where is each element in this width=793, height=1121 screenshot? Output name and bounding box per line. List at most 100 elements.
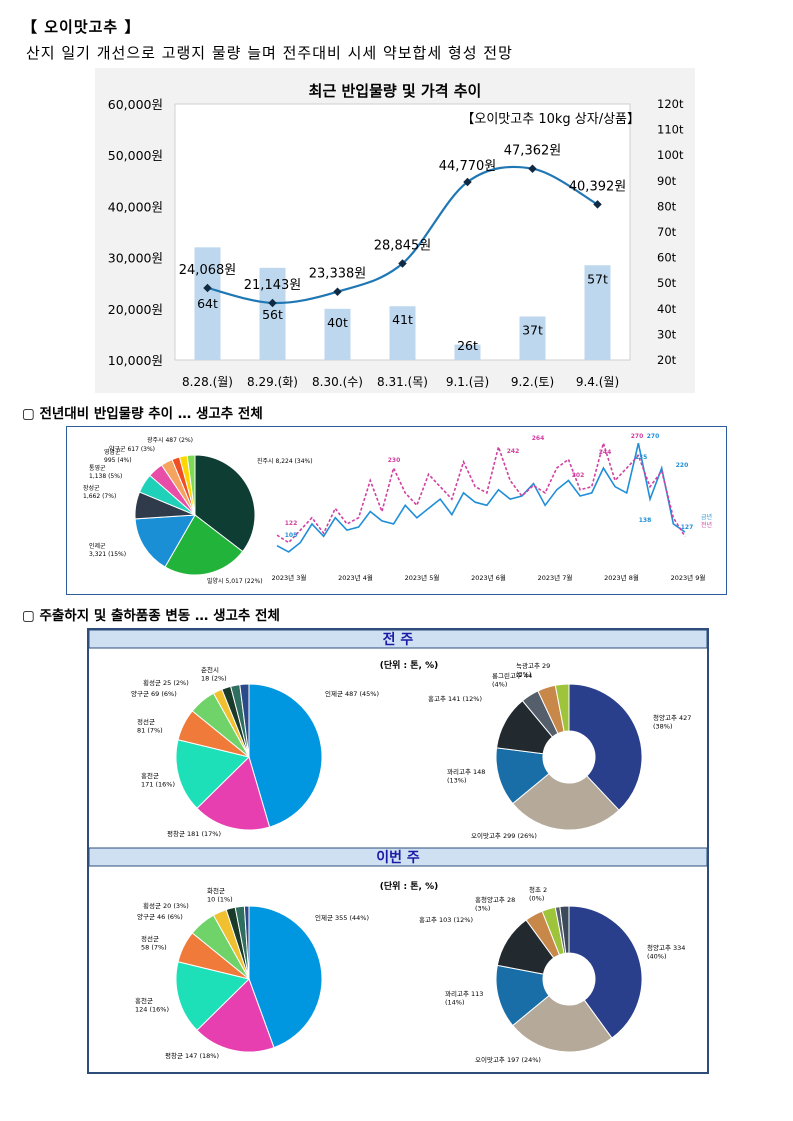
yoy-pie-label: 통영군 — [89, 464, 106, 472]
variety-label-curr: (3%) — [475, 905, 490, 913]
page-subtitle: 산지 일기 개선으로 고랭지 물량 늘며 전주대비 시세 약보합세 형성 전망 — [26, 44, 513, 62]
price-label: 44,770원 — [439, 159, 496, 174]
y-right-tick: 20t — [657, 353, 677, 367]
volume-label: 57t — [587, 271, 608, 286]
origin-label-prev: 횡성군 25 (2%) — [143, 678, 189, 687]
yoy-point-label: 122 — [285, 520, 298, 527]
origin-label-curr: 10 (1%) — [207, 896, 233, 904]
y-right-tick: 40t — [657, 302, 677, 316]
y-right-tick: 110t — [657, 123, 684, 137]
panel-header: 전 주 — [383, 631, 414, 648]
variety-label-curr: 오이맛고추 197 (24%) — [475, 1055, 541, 1064]
origin-label-curr: 화천군 — [207, 886, 225, 895]
origin-label-curr: 인제군 355 (44%) — [315, 913, 369, 922]
x-tick: 8.30.(수) — [312, 375, 363, 389]
y-left-tick: 50,000원 — [108, 148, 163, 163]
y-right-tick: 80t — [657, 199, 677, 213]
chart-annotation: 【오이맛고추 10kg 상자/상품】 — [461, 112, 640, 127]
y-left-tick: 60,000원 — [108, 97, 163, 112]
yoy-point-label: 244 — [599, 449, 612, 456]
yoy-point-label: 220 — [676, 462, 689, 469]
origin-label-curr: 홍천군 — [135, 996, 153, 1005]
x-tick: 8.31.(목) — [377, 375, 428, 389]
variety-label-prev: 홍고추 141 (12%) — [428, 694, 482, 703]
yoy-pie-label: 장성군 — [83, 484, 100, 492]
chart-title: 최근 반입물량 및 가격 추이 — [309, 82, 482, 100]
yoy-point-label: 202 — [572, 472, 585, 479]
variety-label-prev: 청양고추 427 — [653, 714, 691, 722]
yoy-x-tick: 2023년 6월 — [471, 573, 506, 582]
page-title: 【 오이맛고추 】 — [22, 18, 141, 36]
yoy-x-tick: 2023년 9월 — [671, 573, 706, 582]
yoy-point-label: 235 — [635, 454, 648, 461]
variety-label-prev: (4%) — [492, 681, 507, 689]
yoy-point-label: 270 — [647, 433, 660, 440]
volume-bar — [259, 267, 286, 360]
variety-donut-slice-curr — [559, 905, 570, 954]
variety-label-prev: 오이맛고추 299 (26%) — [471, 831, 537, 840]
yoy-point-label: 230 — [388, 457, 401, 464]
section-heading-yoy: ▢ 전년대비 반입물량 추이 … 생고추 전체 — [22, 406, 263, 422]
origin-label-prev: 평창군 181 (17%) — [167, 829, 221, 838]
origin-pie-slice-curr — [243, 905, 250, 980]
volume-label: 40t — [327, 315, 348, 330]
origin-pie-slice-prev — [248, 683, 323, 828]
yoy-pie-slice — [186, 454, 196, 516]
panel-header: 이번 주 — [376, 849, 420, 866]
origin-label-prev: 인제군 487 (45%) — [325, 689, 379, 698]
yoy-x-tick: 2023년 5월 — [405, 573, 440, 582]
yoy-point-label: 270 — [631, 433, 644, 440]
yoy-pie-label: 995 (4%) — [104, 457, 132, 464]
price-label: 40,392원 — [569, 179, 626, 194]
origin-label-prev: 81 (7%) — [137, 727, 163, 735]
yoy-pie-slice — [164, 514, 244, 576]
price-point — [398, 259, 407, 268]
volume-label: 26t — [457, 338, 478, 353]
section-heading-origin: ▢ 주출하지 및 출하품종 변동 … 생고추 전체 — [22, 608, 280, 624]
origin-variety-charts: 전 주이번 주 (단위 : 톤, %) (단위 : 톤, %) 인제군 487 (45… — [88, 629, 708, 1064]
origin-variety-frame: 전 주 이번 주 (단위 : 톤, %) (단위 : 톤, %) 인제군 487 (45… — [87, 628, 709, 1074]
origin-label-prev: 18 (2%) — [201, 675, 227, 683]
yoy-x-tick: 2023년 4월 — [338, 573, 373, 582]
volume-bar — [454, 344, 481, 360]
variety-label-curr: 꽈리고추 113 — [445, 989, 483, 998]
price-label: 28,845원 — [374, 239, 431, 254]
variety-label-curr: (40%) — [647, 953, 667, 961]
yoy-pie-slice — [134, 514, 196, 568]
variety-label-prev: 녹광고추 29 — [516, 662, 550, 670]
y-right-tick: 70t — [657, 225, 677, 239]
origin-pie-slice-curr — [248, 905, 323, 1049]
y-left-tick: 20,000원 — [108, 302, 163, 317]
variety-label-curr: 청양고추 334 — [647, 944, 685, 952]
volume-label: 64t — [197, 296, 218, 311]
x-tick: 9.1.(금) — [446, 375, 489, 389]
origin-label-prev: 춘천시 — [201, 665, 219, 674]
yoy-pie-label: 1,662 (7%) — [83, 493, 116, 500]
price-point — [268, 298, 277, 308]
price-volume-chart-frame: 최근 반입물량 및 가격 추이 【오이맛고추 10kg 상자/상품】 10,000원… — [95, 68, 695, 393]
origin-label-curr: 횡성군 20 (3%) — [143, 901, 189, 910]
yoy-line-전년 — [276, 440, 686, 544]
yoy-point-label: 264 — [532, 435, 545, 442]
origin-label-curr: 58 (7%) — [141, 944, 167, 952]
price-point — [463, 177, 472, 187]
price-point — [333, 287, 342, 296]
yoy-pie-label: 밀양시 5,017 (22%) — [207, 577, 263, 585]
origin-label-prev: 양구군 69 (6%) — [131, 690, 177, 698]
volume-bar — [584, 265, 611, 360]
y-left-tick: 30,000원 — [108, 251, 163, 266]
variety-label-curr: (14%) — [445, 999, 465, 1007]
variety-donut-slice-curr — [512, 994, 613, 1053]
origin-label-curr: 양구군 46 (6%) — [137, 913, 183, 921]
yoy-x-tick: 2023년 3월 — [272, 573, 307, 582]
y-left-tick: 10,000원 — [108, 353, 163, 368]
price-label: 24,068원 — [179, 263, 236, 278]
origin-label-prev: 홍천군 — [141, 771, 159, 780]
variety-donut-slice-prev — [554, 683, 570, 733]
volume-bar — [194, 247, 221, 360]
origin-pie-slice-curr — [196, 978, 275, 1053]
x-tick: 9.2.(토) — [511, 375, 554, 389]
price-label: 21,143원 — [244, 278, 301, 293]
yoy-point-label: 242 — [507, 448, 520, 455]
yoy-pie-slice — [194, 454, 256, 553]
